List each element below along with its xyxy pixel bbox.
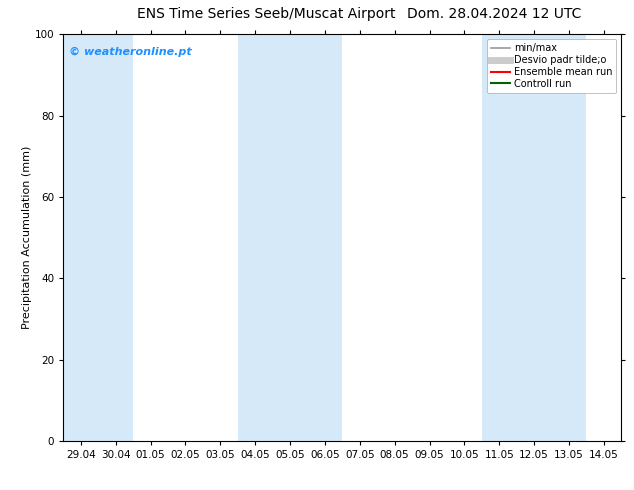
Legend: min/max, Desvio padr tilde;o, Ensemble mean run, Controll run: min/max, Desvio padr tilde;o, Ensemble m…	[487, 39, 616, 93]
Y-axis label: Precipitation Accumulation (mm): Precipitation Accumulation (mm)	[22, 146, 32, 329]
Text: © weatheronline.pt: © weatheronline.pt	[69, 47, 191, 56]
Text: ENS Time Series Seeb/Muscat Airport: ENS Time Series Seeb/Muscat Airport	[137, 7, 396, 22]
Bar	[63, 34, 133, 441]
Bar	[482, 34, 586, 441]
Bar	[238, 34, 342, 441]
Text: Dom. 28.04.2024 12 UTC: Dom. 28.04.2024 12 UTC	[407, 7, 582, 22]
